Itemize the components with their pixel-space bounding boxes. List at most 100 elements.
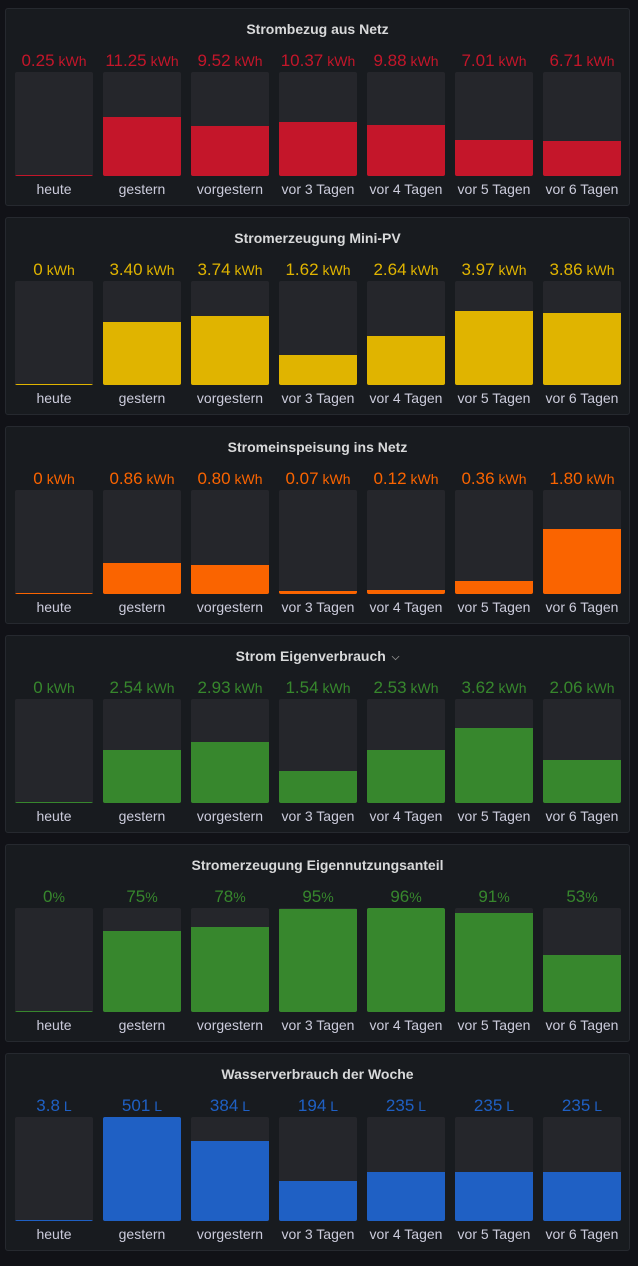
bar-value-label: 11.25 kWh	[97, 51, 187, 73]
bar-fill	[103, 322, 181, 385]
bar-track	[191, 490, 269, 594]
bar-category-label: vor 3 Tagen	[281, 390, 355, 406]
bar-value-label: 2.64 kWh	[361, 260, 451, 282]
bar-value-unit: %	[409, 889, 422, 905]
bar-fill	[543, 529, 621, 594]
bar-fill	[279, 909, 357, 1012]
bar-value-unit: kWh	[322, 262, 351, 278]
bar-value-label: 3.97 kWh	[449, 260, 539, 282]
bar-value-number: 11.25	[105, 51, 147, 70]
bar-category-label: vor 4 Tagen	[369, 1017, 443, 1033]
bar-fill	[15, 802, 93, 803]
bar-value-number: 384	[209, 1096, 239, 1115]
bar-value-number: 7.01	[461, 51, 495, 70]
panel-title[interactable]: Strombezug aus Netz	[6, 9, 629, 47]
bar-value-unit: kWh	[586, 471, 615, 487]
bar-value-label: 1.54 kWh	[273, 678, 363, 700]
bar-fill	[367, 336, 445, 385]
panel-title[interactable]: Stromerzeugung Mini-PV	[6, 218, 629, 256]
bar-track	[191, 908, 269, 1012]
bar-column: 0 kWh heute	[15, 636, 93, 834]
bar-fill	[191, 1141, 269, 1221]
bar-value-unit: kWh	[498, 680, 527, 696]
panel-title[interactable]: Stromeinspeisung ins Netz	[6, 427, 629, 465]
bar-value-unit: L	[418, 1098, 427, 1114]
bar-column: 2.64 kWh vor 4 Tagen	[367, 218, 445, 416]
chevron-down-icon[interactable]: ⌵	[391, 652, 400, 663]
bar-value-number: 3.86	[549, 260, 583, 279]
panel-strombezug: Strombezug aus Netz 0.25 kWh heute 11.25 kWh g…	[5, 8, 630, 206]
bar-value-label: 78%	[185, 887, 275, 909]
bar-value-label: 2.06 kWh	[537, 678, 627, 700]
bar-value-number: 6.71	[549, 51, 583, 70]
bar-value-label: 0.80 kWh	[185, 469, 275, 491]
bar-category-label: heute	[36, 599, 72, 615]
panel-title[interactable]: Strom Eigenverbrauch ⌵	[6, 636, 629, 674]
bar-fill	[455, 140, 533, 176]
bar-value-unit: kWh	[234, 471, 263, 487]
panel-title-text: Stromerzeugung Mini-PV	[234, 230, 401, 246]
bar-value-label: 9.52 kWh	[185, 51, 275, 73]
bar-column: 9.52 kWh vorgestern	[191, 9, 269, 207]
bar-value-unit: %	[233, 889, 246, 905]
bar-track	[367, 1117, 445, 1221]
bar-fill	[103, 117, 181, 176]
bar-value-unit: kWh	[58, 53, 87, 69]
bar-value-number: 235	[385, 1096, 415, 1115]
bar-fill	[15, 384, 93, 385]
bar-track	[15, 72, 93, 176]
bar-track	[279, 490, 357, 594]
bar-column: 2.93 kWh vorgestern	[191, 636, 269, 834]
bar-track	[103, 281, 181, 385]
bar-category-label: vorgestern	[196, 1226, 264, 1242]
bar-column: 95% vor 3 Tagen	[279, 845, 357, 1043]
bar-value-number: 3.8	[36, 1096, 60, 1115]
bar-fill	[279, 122, 357, 176]
bar-track	[103, 1117, 181, 1221]
bar-category-label: vor 6 Tagen	[545, 181, 619, 197]
bar-value-unit: kWh	[498, 471, 527, 487]
bar-category-label: heute	[36, 808, 72, 824]
bar-value-number: 1.54	[285, 678, 319, 697]
bar-fill	[455, 581, 533, 594]
bar-fill	[543, 1172, 621, 1221]
bar-value-number: 235	[561, 1096, 591, 1115]
bar-fill	[543, 141, 621, 176]
bar-fill	[455, 311, 533, 385]
bar-category-label: gestern	[118, 1226, 166, 1242]
bar-category-label: vorgestern	[196, 808, 264, 824]
bar-column: 78% vorgestern	[191, 845, 269, 1043]
bar-fill	[279, 591, 357, 594]
bar-track	[279, 1117, 357, 1221]
bar-value-label: 501 L	[97, 1096, 187, 1118]
panel-eigennutzungsanteil: Stromerzeugung Eigennutzungsanteil 0% heut…	[5, 844, 630, 1042]
bar-column: 0.86 kWh gestern	[103, 427, 181, 625]
bar-column: 0 kWh heute	[15, 218, 93, 416]
bar-category-label: vor 3 Tagen	[281, 181, 355, 197]
bar-column: 1.54 kWh vor 3 Tagen	[279, 636, 357, 834]
bar-value-label: 2.53 kWh	[361, 678, 451, 700]
bar-category-label: vor 6 Tagen	[545, 390, 619, 406]
bar-column: 96% vor 4 Tagen	[367, 845, 445, 1043]
bar-track	[543, 490, 621, 594]
bar-column: 0 kWh heute	[15, 427, 93, 625]
bar-value-number: 10.37	[280, 51, 324, 70]
bar-fill	[543, 760, 621, 803]
bar-track	[15, 281, 93, 385]
bar-track	[543, 281, 621, 385]
bar-track	[279, 281, 357, 385]
bar-track	[455, 908, 533, 1012]
bar-value-label: 95%	[273, 887, 363, 909]
bar-value-number: 0.25	[21, 51, 55, 70]
bar-track	[15, 490, 93, 594]
bar-column: 9.88 kWh vor 4 Tagen	[367, 9, 445, 207]
panel-title[interactable]: Wasserverbrauch der Woche	[6, 1054, 629, 1092]
bar-value-number: 0.80	[197, 469, 231, 488]
panel-title[interactable]: Stromerzeugung Eigennutzungsanteil	[6, 845, 629, 883]
bar-value-unit: kWh	[234, 53, 263, 69]
bar-fill	[103, 750, 181, 803]
bar-value-unit: kWh	[410, 680, 439, 696]
